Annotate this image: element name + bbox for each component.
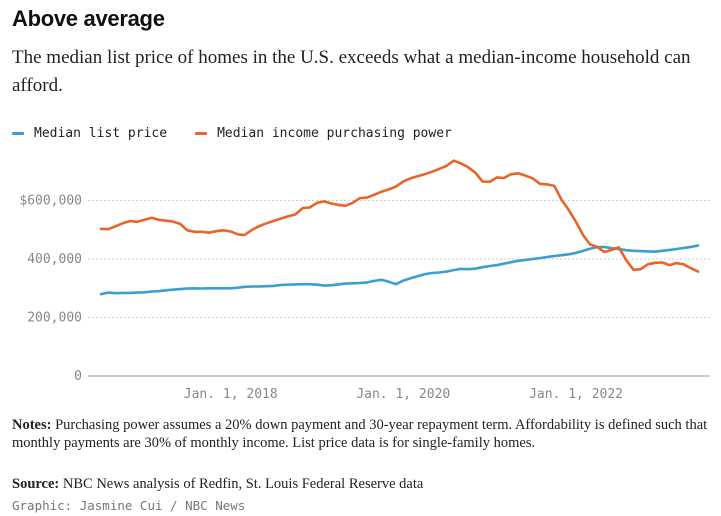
legend-item-list-price: Median list price <box>12 126 167 141</box>
chart-source: Source: NBC News analysis of Redfin, St.… <box>12 476 423 493</box>
chart-subtitle: The median list price of homes in the U.… <box>12 47 691 96</box>
legend-item-purchasing-power: Median income purchasing power <box>195 126 452 141</box>
chart-notes: Notes: Purchasing power assumes a 20% do… <box>12 416 712 452</box>
source-label: Source: <box>12 476 60 492</box>
y-tick-label: 200,000 <box>27 311 82 326</box>
legend-label-purchasing-power: Median income purchasing power <box>217 126 452 141</box>
source-text: NBC News analysis of Redfin, St. Louis F… <box>59 476 424 492</box>
y-tick-label: 0 <box>74 369 82 384</box>
series-line-list-price <box>99 244 700 296</box>
x-tick-label: Jan. 1, 2020 <box>356 387 450 402</box>
notes-text: Purchasing power assumes a 20% down paym… <box>12 417 708 451</box>
y-tick-label: 400,000 <box>27 252 82 267</box>
series-line-purchasing-power <box>99 159 700 273</box>
legend-swatch-purchasing-power <box>195 132 208 135</box>
y-tick-label: $600,000 <box>19 194 82 209</box>
x-tick-label: Jan. 1, 2022 <box>529 387 623 402</box>
chart-title: Above average <box>12 6 165 31</box>
axes: 0 200,000 400,000 $600,000 Jan. 1, 2018 Jan. … <box>19 194 623 403</box>
chart-legend: Median list price Median income purchasi… <box>12 126 480 141</box>
legend-swatch-list-price <box>12 132 24 135</box>
legend-label-list-price: Median list price <box>34 126 168 141</box>
series-lines <box>99 159 700 296</box>
gridlines <box>88 200 710 377</box>
x-tick-label: Jan. 1, 2018 <box>184 387 278 402</box>
line-chart: 0 200,000 400,000 $600,000 Jan. 1, 2018 Jan. … <box>19 159 710 403</box>
notes-label: Notes: <box>12 417 52 433</box>
chart-credit: Graphic: Jasmine Cui / NBC News <box>12 498 246 513</box>
